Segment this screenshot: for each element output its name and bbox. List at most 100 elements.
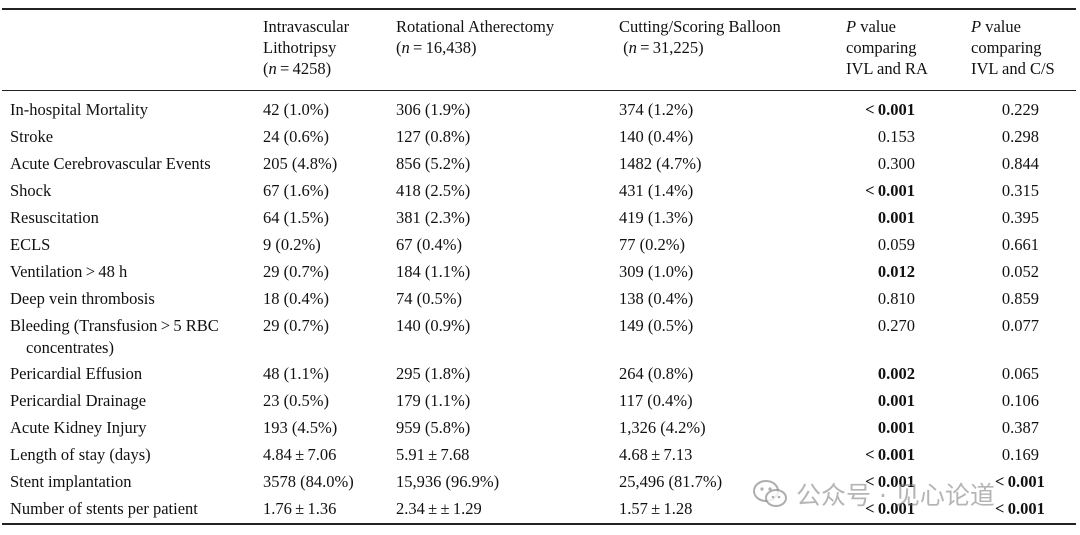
cell-p-ivl-ra: 0.012	[877, 262, 915, 281]
cell-ivl: 4.84 ± 7.06	[263, 445, 337, 464]
table-header-rule	[2, 90, 1076, 91]
cell-ivl: 24 (0.6%)	[263, 127, 329, 146]
cell-ivl: 23 (0.5%)	[263, 391, 329, 410]
wechat-logo-icon	[753, 480, 787, 507]
cell-ra: 2.34 ± ± 1.29	[396, 499, 482, 518]
row-label: Length of stay (days)	[10, 445, 151, 464]
cell-p-ivl-ra: < 0.001	[865, 181, 915, 200]
cell-ivl: 205 (4.8%)	[263, 154, 338, 173]
row-label: Acute Kidney Injury	[10, 418, 147, 437]
cell-cs: 309 (1.0%)	[619, 262, 694, 281]
header-ivl: Intravascular Lithotripsy (n = 4258)	[263, 17, 350, 78]
cell-p-ivl-cs: < 0.001	[995, 472, 1045, 491]
cell-ivl: 64 (1.5%)	[263, 208, 329, 227]
cell-p-ivl-cs: 0.077	[1001, 316, 1039, 335]
cell-p-ivl-ra: 0.001	[877, 208, 915, 227]
cell-ra: 306 (1.9%)	[396, 100, 471, 119]
cell-p-ivl-ra: 0.001	[877, 418, 915, 437]
cell-cs: 374 (1.2%)	[619, 100, 694, 119]
header-ra: Rotational Atherectomy (n = 16,438)	[396, 17, 555, 57]
cell-ivl: 29 (0.7%)	[263, 262, 329, 281]
cell-cs: 419 (1.3%)	[619, 208, 694, 227]
table-bottom-rule	[2, 523, 1076, 525]
cell-ivl: 9 (0.2%)	[263, 235, 321, 254]
cell-ivl: 67 (1.6%)	[263, 181, 329, 200]
row-label-continuation: concentrates)	[26, 338, 114, 357]
cell-p-ivl-cs: 0.065	[1001, 364, 1039, 383]
cell-p-ivl-cs: 0.387	[1001, 418, 1039, 437]
cell-cs: 140 (0.4%)	[619, 127, 694, 146]
cell-cs: 138 (0.4%)	[619, 289, 694, 308]
row-label: Number of stents per patient	[10, 499, 198, 518]
row-label: Resuscitation	[10, 208, 99, 227]
cell-cs: 1.57 ± 1.28	[619, 499, 693, 518]
cell-p-ivl-cs: < 0.001	[995, 499, 1045, 518]
cell-p-ivl-ra: 0.270	[877, 316, 915, 335]
cell-ivl: 42 (1.0%)	[263, 100, 329, 119]
cell-ra: 140 (0.9%)	[396, 316, 471, 335]
cell-ra: 179 (1.1%)	[396, 391, 471, 410]
cell-ra: 381 (2.3%)	[396, 208, 471, 227]
row-label: Pericardial Drainage	[10, 391, 147, 410]
cell-cs: 117 (0.4%)	[619, 391, 693, 410]
cell-ivl: 1.76 ± 1.36	[263, 499, 337, 518]
cell-p-ivl-ra: < 0.001	[865, 445, 915, 464]
cell-p-ivl-ra: 0.153	[877, 127, 915, 146]
row-label: ECLS	[10, 235, 51, 254]
row-label: Pericardial Effusion	[10, 364, 143, 383]
cell-ivl: 3578 (84.0%)	[263, 472, 354, 491]
cell-ivl: 18 (0.4%)	[263, 289, 329, 308]
cell-p-ivl-cs: 0.298	[1001, 127, 1039, 146]
cell-cs: 264 (0.8%)	[619, 364, 694, 383]
cell-p-ivl-ra: 0.059	[877, 235, 915, 254]
row-label: Shock	[10, 181, 52, 200]
cell-cs: 1,326 (4.2%)	[619, 418, 706, 437]
row-label: Stent implantation	[10, 472, 132, 491]
row-label: Bleeding (Transfusion > 5 RBC	[10, 316, 219, 335]
cell-p-ivl-cs: 0.661	[1001, 235, 1039, 254]
header-p-ivl-ra: P value comparing IVL and RA	[846, 17, 928, 78]
cell-p-ivl-cs: 0.052	[1001, 262, 1039, 281]
cell-ivl: 193 (4.5%)	[263, 418, 338, 437]
cell-p-ivl-cs: 0.844	[1001, 154, 1039, 173]
row-label: Deep vein thrombosis	[10, 289, 155, 308]
cell-ra: 418 (2.5%)	[396, 181, 471, 200]
header-p-ivl-cs: P value comparing IVL and C/S	[971, 17, 1055, 78]
cell-ra: 856 (5.2%)	[396, 154, 471, 173]
cell-ra: 127 (0.8%)	[396, 127, 471, 146]
cell-p-ivl-cs: 0.395	[1001, 208, 1039, 227]
cell-ra: 295 (1.8%)	[396, 364, 471, 383]
cell-p-ivl-ra: 0.300	[877, 154, 915, 173]
cell-ivl: 48 (1.1%)	[263, 364, 329, 383]
cell-p-ivl-ra: 0.001	[877, 391, 915, 410]
cell-cs: 4.68 ± 7.13	[619, 445, 693, 464]
cell-cs: 77 (0.2%)	[619, 235, 685, 254]
cell-ra: 959 (5.8%)	[396, 418, 471, 437]
cell-cs: 1482 (4.7%)	[619, 154, 702, 173]
row-label: Ventilation > 48 h	[10, 262, 128, 281]
cell-p-ivl-cs: 0.859	[1001, 289, 1039, 308]
cell-p-ivl-ra: 0.002	[877, 364, 915, 383]
cell-p-ivl-ra: < 0.001	[865, 472, 915, 491]
cell-p-ivl-cs: 0.315	[1001, 181, 1039, 200]
cell-ivl: 29 (0.7%)	[263, 316, 329, 335]
cell-cs: 149 (0.5%)	[619, 316, 694, 335]
cell-p-ivl-ra: < 0.001	[865, 499, 915, 518]
cell-p-ivl-cs: 0.169	[1001, 445, 1039, 464]
row-label: Acute Cerebrovascular Events	[10, 154, 211, 173]
header-cs: Cutting/Scoring Balloon (n = 31,225)	[619, 17, 781, 57]
cell-p-ivl-cs: 0.106	[1001, 391, 1039, 410]
cell-p-ivl-ra: 0.810	[877, 289, 915, 308]
cell-ra: 74 (0.5%)	[396, 289, 462, 308]
table-top-rule	[2, 8, 1076, 10]
row-label: In-hospital Mortality	[10, 100, 148, 119]
cell-ra: 15,936 (96.9%)	[396, 472, 500, 491]
cell-ra: 184 (1.1%)	[396, 262, 471, 281]
cell-p-ivl-ra: < 0.001	[865, 100, 915, 119]
cell-ra: 5.91 ± 7.68	[396, 445, 470, 464]
row-label: Stroke	[10, 127, 54, 146]
cell-p-ivl-cs: 0.229	[1001, 100, 1039, 119]
cell-cs: 431 (1.4%)	[619, 181, 694, 200]
cell-cs: 25,496 (81.7%)	[619, 472, 723, 491]
cell-ra: 67 (0.4%)	[396, 235, 462, 254]
